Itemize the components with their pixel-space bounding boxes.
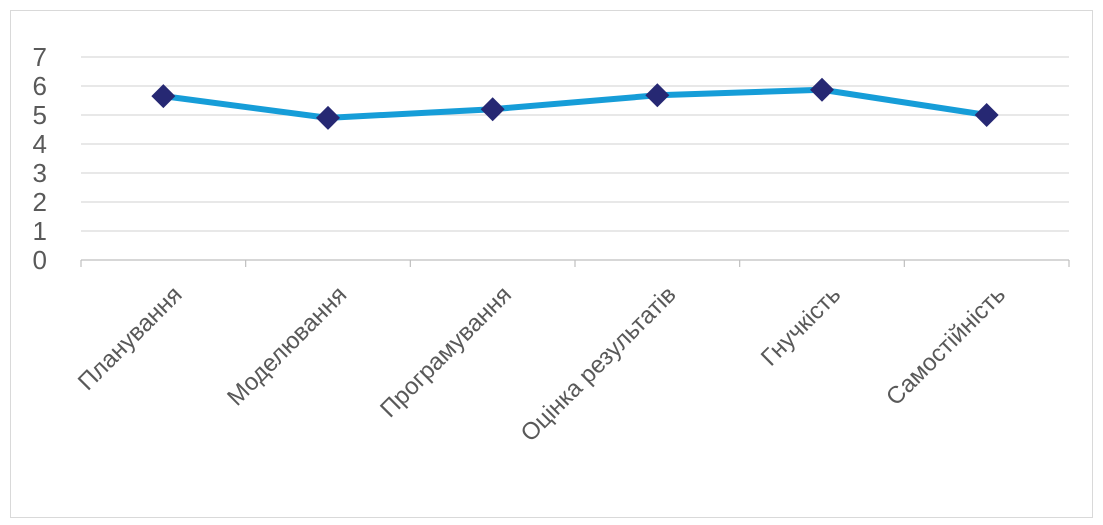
y-tick-label: 6 — [33, 71, 47, 101]
x-category-label: Гнучкість — [756, 281, 846, 371]
y-tick-label: 3 — [33, 158, 47, 188]
y-tick-label: 5 — [33, 100, 47, 130]
x-category-label: Планування — [73, 281, 188, 396]
y-tick-label: 7 — [33, 42, 47, 72]
chart-frame — [10, 10, 1093, 518]
x-axis-category-labels: Планування Моделювання ПрограмуванняОцінка… — [73, 281, 1011, 447]
x-axis — [80, 259, 1070, 267]
x-category-label: Оцінка результатів — [516, 281, 682, 447]
y-tick-label: 2 — [33, 187, 47, 217]
y-tick-label: 1 — [33, 216, 47, 246]
y-tick-label: 4 — [33, 129, 47, 159]
data-point-marker — [316, 105, 340, 130]
x-category-label: Самостійність — [881, 281, 1011, 411]
data-point-marker — [645, 83, 670, 108]
data-point-marker — [810, 77, 834, 102]
y-tick-label: 0 — [33, 245, 47, 275]
series-markers — [151, 77, 999, 130]
data-point-marker — [151, 84, 176, 109]
gridlines — [81, 56, 1069, 232]
series-line — [160, 86, 990, 121]
data-point-marker — [480, 97, 505, 122]
data-point-marker — [974, 103, 999, 127]
x-category-label: Програмування — [375, 281, 517, 423]
series — [160, 86, 990, 121]
x-category-label: Моделювання — [222, 281, 352, 411]
